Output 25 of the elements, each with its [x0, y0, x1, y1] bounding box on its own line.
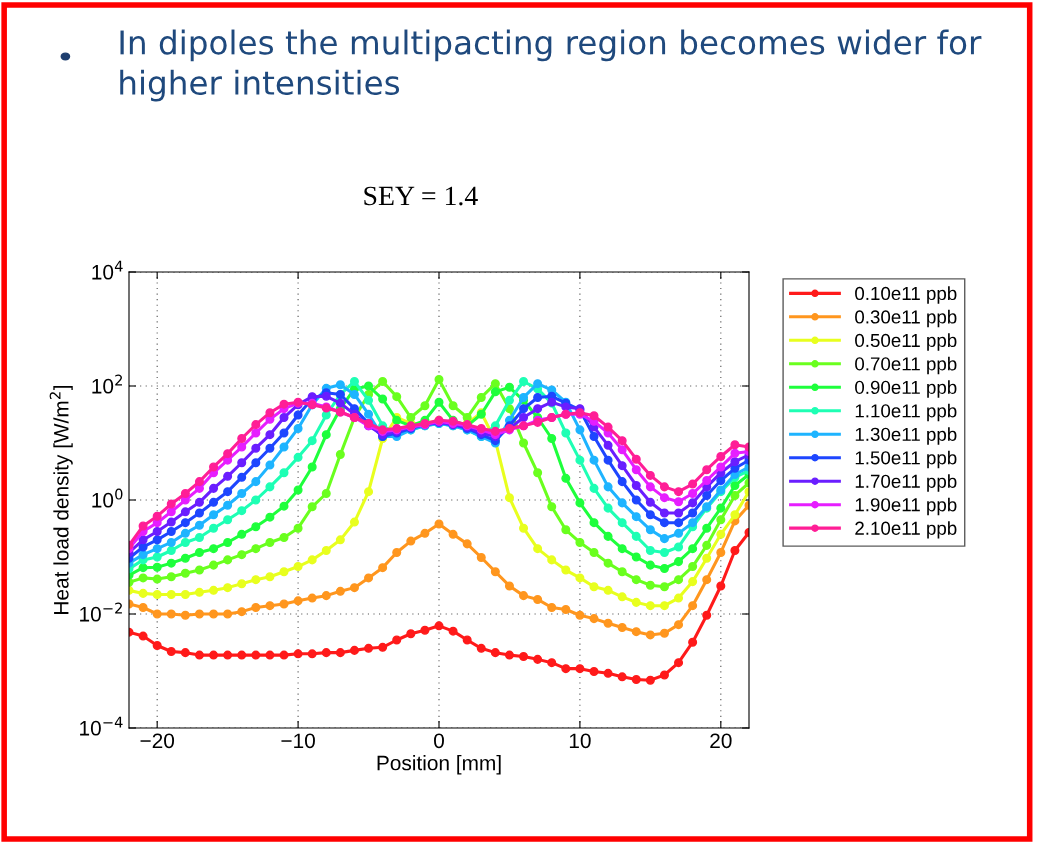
legend-label: 0.50e11 ppb — [855, 333, 957, 351]
x-tick-label: 20 — [710, 733, 732, 749]
x-tick-label: 10 — [569, 733, 591, 749]
legend-label: 0.70e11 ppb — [855, 356, 957, 375]
legend-label: 1.10e11 ppb — [855, 403, 957, 422]
legend-label: 1.90e11 ppb — [855, 497, 957, 516]
y-tick-label: 10$^{2}$ — [92, 374, 122, 394]
chart-subtitle: SEY = 1.4 — [364, 186, 478, 206]
legend-label: 1.70e11 ppb — [855, 474, 957, 492]
y-tick-label: 10$^{−2}$ — [80, 602, 122, 622]
legend-label: 1.50e11 ppb — [855, 450, 957, 469]
x-tick-label: 0 — [434, 733, 444, 749]
chart-title: In dipoles the multipacting region becomes wider for higher intensities — [120, 29, 982, 102]
x-axis-title: Position [mm] — [377, 755, 501, 775]
y-tick-label: 10$^{4}$ — [92, 260, 123, 280]
y-tick-label: 10$^{0}$ — [92, 488, 123, 508]
x-tick-label: −10 — [281, 733, 315, 749]
legend-label: 1.30e11 ppb — [855, 427, 957, 445]
x-tick-label: −20 — [140, 733, 175, 749]
legend-label: 2.10e11 ppb — [855, 521, 957, 539]
y-axis-title: Heat load density [W/m$^{2}$] — [49, 385, 73, 614]
legend-label: 0.10e11 ppb — [855, 286, 957, 304]
y-tick-label: 10$^{−4}$ — [80, 716, 123, 736]
legend-label: 0.30e11 ppb — [855, 309, 957, 328]
legend-label: 0.90e11 ppb — [855, 380, 957, 398]
